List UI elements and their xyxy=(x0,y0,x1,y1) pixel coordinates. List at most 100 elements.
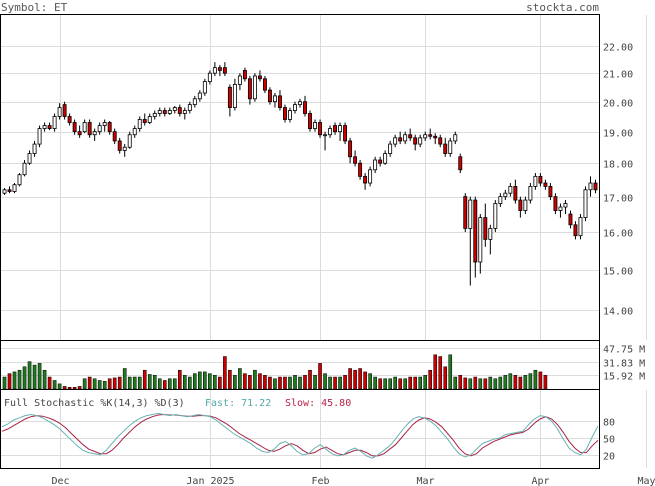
volume-bar xyxy=(167,378,172,390)
candle xyxy=(513,179,518,204)
candle xyxy=(523,196,528,215)
x-tick-label: Feb xyxy=(311,476,329,486)
volume-bar xyxy=(348,368,352,390)
volume-bar xyxy=(162,380,167,390)
price-tick-label: 20.00 xyxy=(603,99,633,110)
candle xyxy=(167,107,172,115)
candle xyxy=(7,186,12,194)
candle xyxy=(177,104,182,117)
candle-body xyxy=(498,196,503,204)
candle xyxy=(92,128,97,141)
candle-body xyxy=(22,162,27,176)
candle xyxy=(273,92,277,108)
candle xyxy=(283,104,287,123)
volume-bar xyxy=(7,373,12,390)
volume-bar xyxy=(473,376,478,390)
volume-bar xyxy=(358,368,362,390)
candle-body xyxy=(167,110,172,114)
candle-body xyxy=(117,140,122,151)
candle xyxy=(503,189,508,201)
volume-tick-label: 31.83 M xyxy=(603,359,645,370)
candle-body xyxy=(383,153,388,164)
volume-bar xyxy=(323,373,327,390)
candle-body xyxy=(503,192,508,198)
candle xyxy=(207,70,212,85)
candle-body xyxy=(92,131,97,136)
candle xyxy=(102,119,107,132)
price-tick-label: 14.00 xyxy=(603,307,633,318)
candle xyxy=(308,110,312,132)
volume-bar xyxy=(22,366,27,390)
candle xyxy=(593,179,598,194)
candle-body xyxy=(262,78,267,91)
candle-body xyxy=(328,128,333,136)
candle xyxy=(222,62,227,76)
candle-body xyxy=(508,186,513,194)
candle-body xyxy=(112,131,117,142)
candle-body xyxy=(533,175,538,187)
candle xyxy=(267,87,272,105)
candle-body xyxy=(553,196,558,211)
stochastic-fast-value: Fast: 71.22 xyxy=(205,398,271,409)
candle-body xyxy=(67,116,72,123)
volume-bar xyxy=(57,383,62,390)
candle xyxy=(232,78,237,111)
candle xyxy=(197,90,202,102)
candle-body xyxy=(343,125,348,142)
candle xyxy=(172,106,177,114)
candle-body xyxy=(418,137,423,145)
candle xyxy=(127,131,132,149)
candle-body xyxy=(443,143,448,154)
candle-body xyxy=(77,131,82,136)
candle xyxy=(578,214,583,240)
candle-body xyxy=(378,159,383,164)
volume-bar xyxy=(333,376,337,390)
candle-body xyxy=(283,107,287,120)
candle-body xyxy=(147,116,152,123)
volume-bar xyxy=(42,369,47,390)
volume-bar xyxy=(87,376,92,390)
candle xyxy=(152,110,157,120)
price-tick-label: 16.00 xyxy=(603,229,633,240)
candle xyxy=(338,122,343,141)
candle xyxy=(383,150,388,165)
volume-bar xyxy=(72,387,77,390)
volume-bar xyxy=(82,378,87,390)
volume-bar xyxy=(408,376,412,390)
volume-bar xyxy=(288,376,292,390)
stochastic-panel-frame xyxy=(0,389,600,469)
candle-body xyxy=(257,75,262,80)
volume-bar xyxy=(363,371,367,390)
candle xyxy=(478,214,483,274)
candle-body xyxy=(298,101,302,106)
volume-bar xyxy=(122,368,127,390)
x-tick-label: May xyxy=(637,476,655,486)
stochastic-panel: 80 50 20 Full Stochastic %K(14,3) %D(3) Fa… xyxy=(0,389,647,469)
volume-bar xyxy=(403,378,407,390)
x-tick-label: Mar xyxy=(416,476,434,486)
candle-body xyxy=(528,186,533,201)
x-tick-label: Dec xyxy=(51,476,69,486)
candle-body xyxy=(398,137,403,142)
candle xyxy=(553,193,558,215)
volume-bar xyxy=(137,376,142,390)
price-tick-label: 18.00 xyxy=(603,160,633,171)
volume-bar xyxy=(117,376,122,390)
candle-body xyxy=(37,128,42,145)
candle-body xyxy=(323,134,327,137)
volume-bar xyxy=(493,378,498,390)
candle-body xyxy=(428,134,433,137)
volume-bar xyxy=(483,378,488,390)
volume-bar xyxy=(353,369,357,390)
candle-body xyxy=(348,140,353,158)
candle-body xyxy=(303,101,307,114)
site-label: stockta.com xyxy=(526,1,599,14)
candle xyxy=(278,90,282,111)
candle-body xyxy=(573,224,578,237)
candle xyxy=(483,203,488,247)
volume-bar xyxy=(448,354,453,390)
volume-bar xyxy=(418,376,423,390)
candle xyxy=(122,144,127,157)
volume-bar xyxy=(198,371,202,390)
candle-body xyxy=(438,137,443,145)
